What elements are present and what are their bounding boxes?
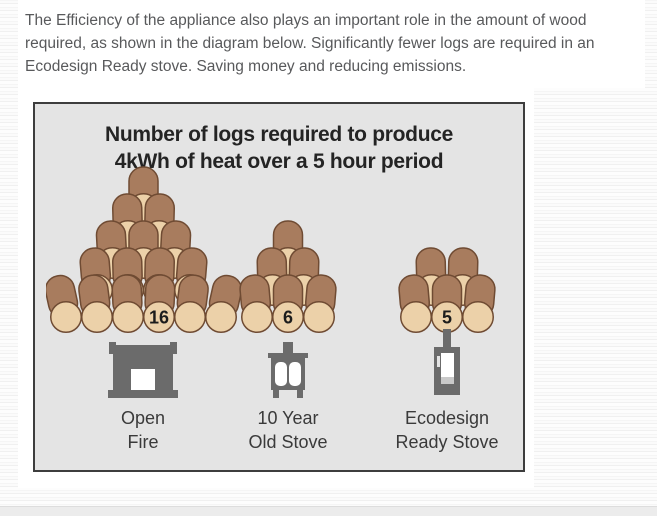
ecodesign-label-line1: Ecodesign — [404, 408, 490, 428]
page-footer-band — [0, 506, 657, 516]
log-stack-open-fire: 16 — [45, 160, 241, 336]
diagram-panel: Number of logs required to produce 4kWh … — [33, 102, 525, 472]
open-fire-label-line2: Fire — [127, 432, 159, 452]
column-old-stove: 6 10 Year Old Stove — [213, 160, 363, 454]
ecodesign-stove-icon — [434, 329, 460, 395]
open-fire-icon-wrap — [108, 336, 178, 404]
ecodesign-label-line2: Ready Stove — [395, 432, 499, 452]
diagram-title-line-1: Number of logs required to produce — [105, 123, 453, 146]
intro-paragraph: The Efficiency of the appliance also pla… — [18, 0, 645, 88]
column-ecodesign-stove: 5 Ecodesign Ready Stove — [373, 160, 521, 454]
svg-text:6: 6 — [283, 308, 293, 328]
column-open-fire: 16 Open Fire — [43, 160, 243, 454]
log-pile-5-icon: 5 — [398, 247, 496, 333]
open-fire-label-line1: Open — [120, 408, 166, 428]
log-pile-16-icon: 16 — [45, 166, 241, 333]
svg-text:5: 5 — [442, 308, 452, 328]
diagram-title: Number of logs required to produce 4kWh … — [35, 121, 523, 175]
old-stove-icon — [268, 342, 308, 398]
diagram-figure: Number of logs required to produce 4kWh … — [18, 86, 534, 488]
old-stove-label-line1: 10 Year — [257, 408, 319, 428]
ecodesign-stove-icon-wrap — [432, 329, 462, 404]
old-stove-label: 10 Year Old Stove — [248, 406, 327, 454]
svg-text:16: 16 — [148, 308, 168, 328]
open-fire-icon — [108, 342, 178, 398]
diagram-title-line-2: 4kWh of heat over a 5 hour period — [114, 150, 444, 173]
log-stack-old-stove: 6 — [237, 160, 339, 336]
log-pile-6-icon: 6 — [239, 220, 337, 333]
old-stove-icon-wrap — [265, 336, 311, 404]
old-stove-label-line2: Old Stove — [248, 432, 328, 452]
open-fire-label: Open Fire — [121, 406, 165, 454]
ecodesign-stove-label: Ecodesign Ready Stove — [395, 406, 498, 454]
log-stack-ecodesign: 5 — [396, 160, 498, 336]
